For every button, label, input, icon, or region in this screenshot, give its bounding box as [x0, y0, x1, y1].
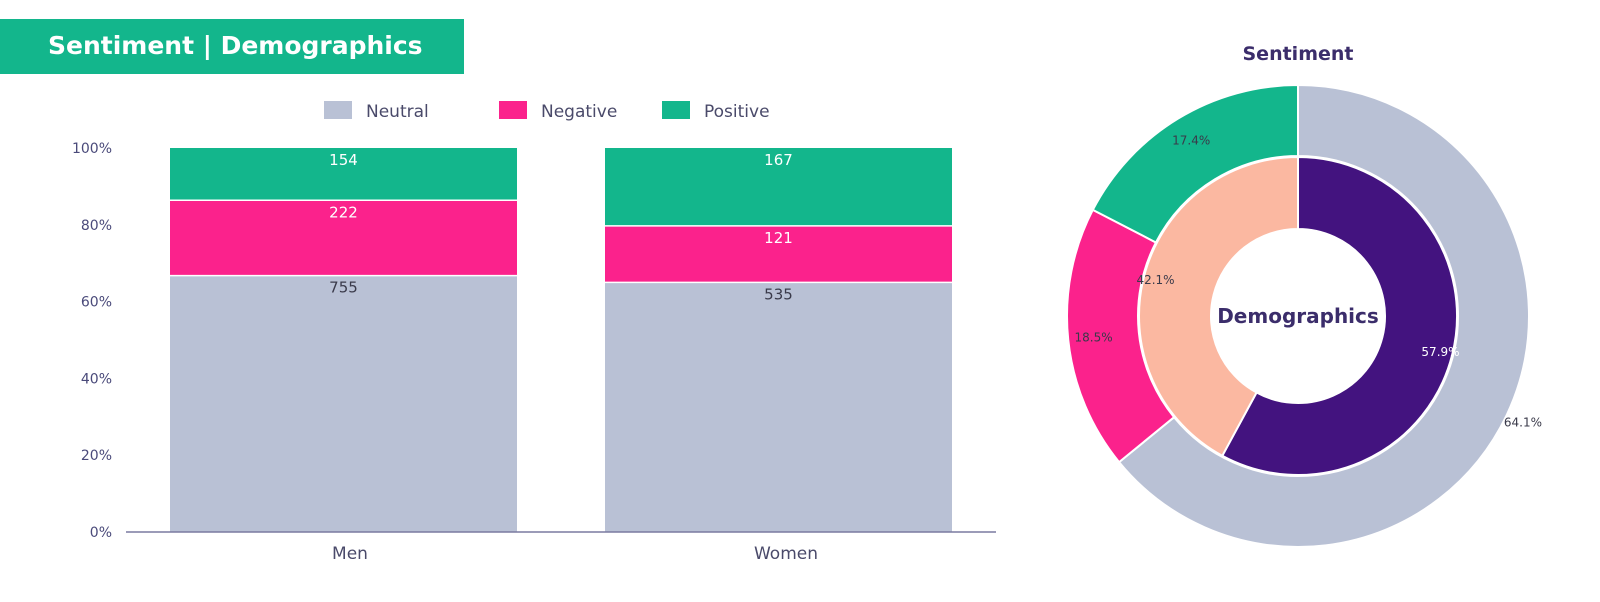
bar-negative-women [605, 225, 952, 283]
data-label: 222 [329, 203, 358, 221]
title-banner: Sentiment | Demographics [0, 19, 464, 74]
data-label: 167 [764, 151, 793, 169]
y-tick-label: 80% [81, 218, 112, 234]
data-label: 154 [329, 151, 358, 169]
data-label: 121 [764, 229, 793, 247]
legend-swatch-positive [662, 101, 690, 119]
donut-inner-label: 57.9% [1421, 345, 1459, 359]
bar-positive-men [170, 148, 517, 201]
legend-label-negative: Negative [541, 102, 617, 122]
legend-swatch-neutral [324, 101, 352, 119]
x-category-label: Men [332, 544, 368, 564]
data-label: 755 [329, 279, 358, 297]
legend-swatch-negative [499, 101, 527, 119]
bar-positive-women [605, 148, 952, 226]
y-tick-label: 0% [90, 525, 112, 541]
donut-outer-label: 17.4% [1172, 133, 1210, 147]
y-tick-label: 100% [72, 141, 112, 157]
donut-inner-label: 42.1% [1136, 273, 1174, 287]
donut-outer-label: 64.1% [1504, 416, 1542, 430]
bar-neutral-men [170, 275, 517, 532]
donut-center-label: Demographics [1217, 304, 1379, 328]
y-tick-label: 60% [81, 295, 112, 311]
legend-label-neutral: Neutral [366, 102, 429, 122]
donut-center-hole [1212, 230, 1384, 402]
x-category-label: Women [754, 544, 818, 564]
y-tick-label: 20% [81, 448, 112, 464]
bar-neutral-women [605, 282, 952, 532]
donut-inner-slice-men [1220, 155, 1458, 476]
data-label: 535 [764, 285, 793, 303]
page-title: Sentiment | Demographics [48, 31, 423, 60]
donut-title: Sentiment [1243, 43, 1354, 65]
bar-negative-men [170, 200, 517, 276]
donut-outer-label: 18.5% [1075, 330, 1113, 344]
y-tick-label: 40% [81, 371, 112, 387]
donut-inner-slice-women [1138, 155, 1299, 458]
legend-label-positive: Positive [704, 102, 770, 122]
